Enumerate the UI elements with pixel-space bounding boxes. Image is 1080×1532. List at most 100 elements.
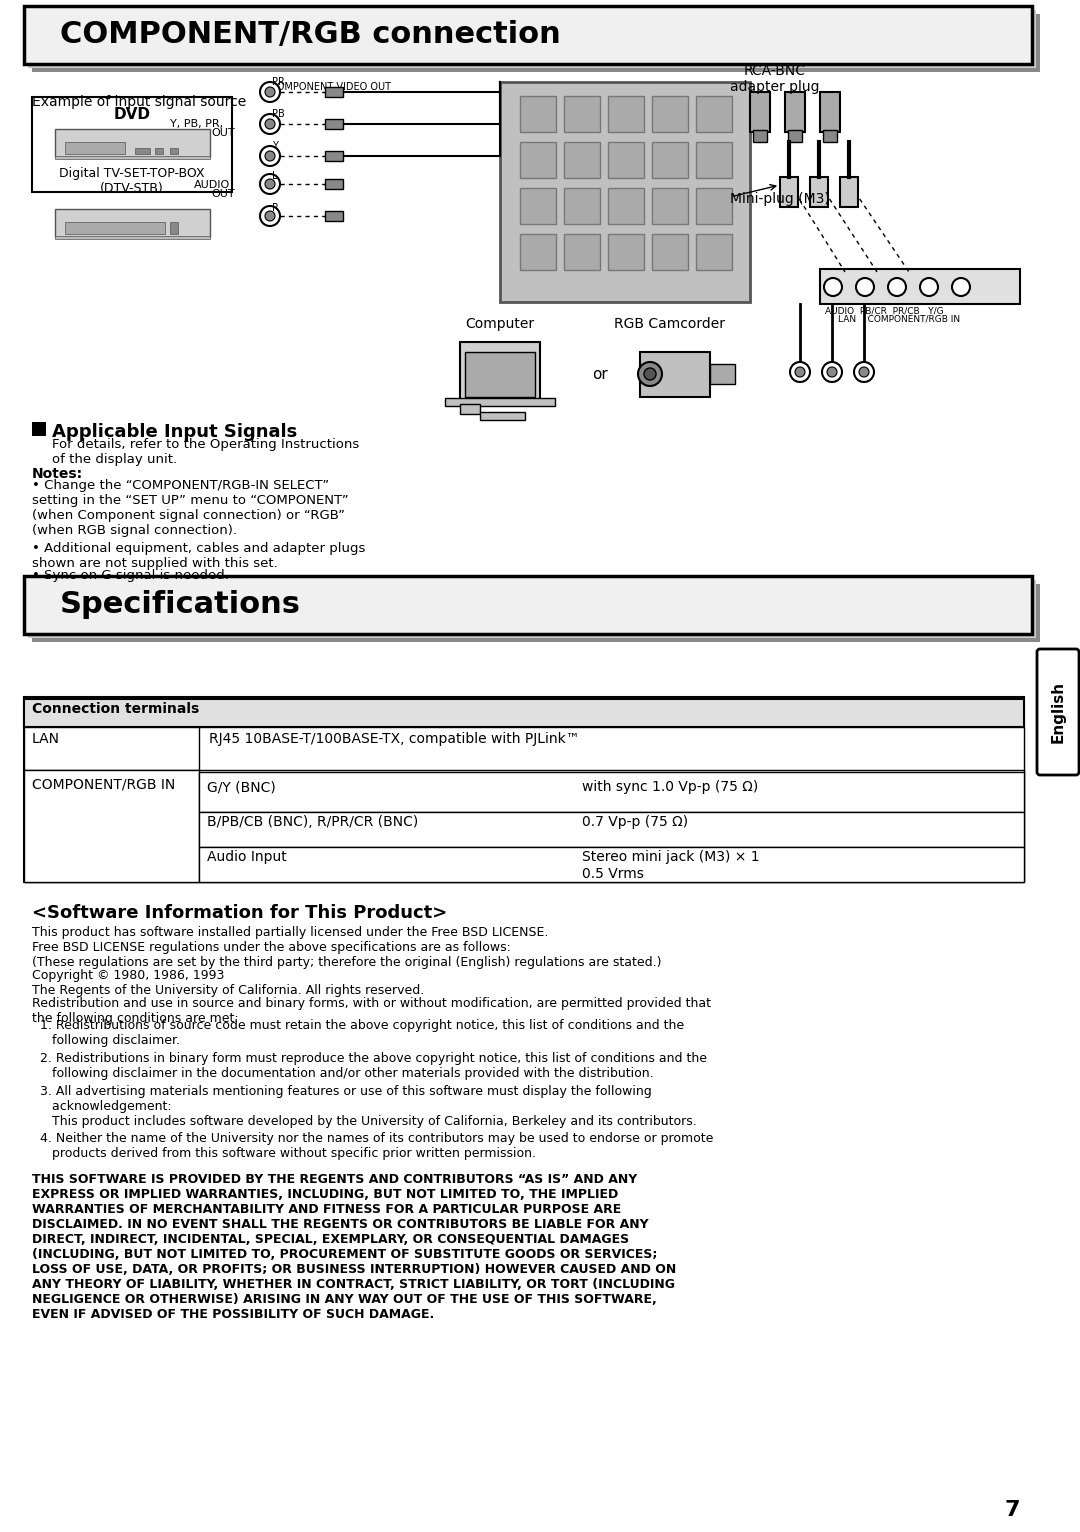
Circle shape	[265, 152, 275, 161]
Bar	[24, 728, 1024, 772]
Circle shape	[856, 277, 874, 296]
Text: COMPONENT/RGB connection: COMPONENT/RGB connection	[60, 20, 561, 49]
Bar	[820, 270, 1020, 303]
Bar	[750, 92, 770, 132]
Bar	[24, 699, 1024, 728]
Text: 1. Redistributions of source code must retain the above copyright notice, this l: 1. Redistributions of source code must r…	[40, 1019, 684, 1046]
Bar	[810, 178, 828, 207]
Bar	[24, 576, 1032, 634]
Bar	[24, 728, 199, 772]
Text: This product has software installed partially licensed under the Free BSD LICENS: This product has software installed part…	[32, 925, 661, 970]
Bar	[564, 188, 600, 224]
Bar	[170, 149, 178, 155]
Bar	[32, 97, 232, 192]
Bar	[199, 812, 1024, 847]
Circle shape	[260, 205, 280, 227]
Text: AUDIO: AUDIO	[193, 179, 230, 190]
Circle shape	[859, 368, 869, 377]
Bar	[519, 234, 556, 270]
Circle shape	[265, 119, 275, 129]
Bar	[820, 92, 840, 132]
Bar	[840, 178, 858, 207]
Text: Y: Y	[272, 141, 278, 152]
Text: RJ45 10BASE-T/100BASE-TX, compatible with PJLink™: RJ45 10BASE-T/100BASE-TX, compatible wit…	[210, 732, 580, 746]
Bar	[500, 83, 750, 302]
Bar	[135, 149, 150, 155]
Bar	[480, 412, 525, 420]
Text: PR: PR	[272, 77, 285, 87]
Text: Stereo mini jack (M3) × 1: Stereo mini jack (M3) × 1	[582, 850, 759, 864]
Circle shape	[265, 179, 275, 188]
Circle shape	[951, 277, 970, 296]
Bar	[519, 97, 556, 132]
Circle shape	[638, 362, 662, 386]
Text: Mini-plug (M3): Mini-plug (M3)	[730, 192, 829, 205]
Bar	[652, 234, 688, 270]
Circle shape	[789, 362, 810, 381]
Text: 0.5 Vrms: 0.5 Vrms	[582, 867, 644, 881]
Text: OUT: OUT	[212, 188, 235, 199]
Bar	[564, 142, 600, 178]
Text: COMPONENT/RGB IN: COMPONENT/RGB IN	[32, 777, 175, 791]
Text: PB: PB	[272, 109, 285, 119]
Text: or: or	[592, 368, 608, 381]
Bar	[696, 188, 732, 224]
Bar	[24, 771, 199, 882]
Bar	[32, 421, 46, 437]
Circle shape	[795, 368, 805, 377]
Text: L: L	[272, 172, 278, 181]
Text: B/PB/CB (BNC), R/PR/CR (BNC): B/PB/CB (BNC), R/PR/CR (BNC)	[207, 815, 418, 829]
Text: RCA-BNC
adapter plug: RCA-BNC adapter plug	[730, 64, 820, 93]
Circle shape	[822, 362, 842, 381]
Bar	[519, 188, 556, 224]
Text: English: English	[1051, 680, 1066, 743]
Bar	[199, 772, 1024, 812]
Text: G/Y (BNC): G/Y (BNC)	[207, 780, 275, 794]
Bar	[788, 130, 802, 142]
FancyBboxPatch shape	[1037, 650, 1079, 775]
Text: with sync 1.0 Vp-p (75 Ω): with sync 1.0 Vp-p (75 Ω)	[582, 780, 758, 794]
Circle shape	[260, 113, 280, 133]
Bar	[55, 236, 210, 239]
Bar	[696, 97, 732, 132]
Bar	[325, 119, 343, 129]
Circle shape	[265, 87, 275, 97]
Circle shape	[265, 211, 275, 221]
Text: RGB Camcorder: RGB Camcorder	[615, 317, 726, 331]
Text: DVD: DVD	[113, 107, 150, 123]
Text: 2. Redistributions in binary form must reproduce the above copyright notice, thi: 2. Redistributions in binary form must r…	[40, 1052, 707, 1080]
Text: Redistribution and use in source and binary forms, with or without modification,: Redistribution and use in source and bin…	[32, 997, 711, 1025]
Text: Example of input signal source: Example of input signal source	[32, 95, 246, 109]
Bar	[28, 11, 1036, 67]
Bar	[823, 130, 837, 142]
Text: Audio Input: Audio Input	[207, 850, 287, 864]
Bar	[608, 142, 644, 178]
Text: 0.7 Vp-p (75 Ω): 0.7 Vp-p (75 Ω)	[582, 815, 688, 829]
Bar	[65, 222, 165, 234]
Bar	[55, 129, 210, 156]
Bar	[65, 142, 125, 155]
Text: LAN    COMPONENT/RGB IN: LAN COMPONENT/RGB IN	[838, 314, 960, 323]
Bar	[24, 697, 1024, 882]
Text: Connection terminals: Connection terminals	[32, 702, 199, 715]
Circle shape	[260, 83, 280, 103]
Bar	[28, 581, 1036, 637]
Bar	[696, 142, 732, 178]
Bar	[564, 97, 600, 132]
Bar	[24, 6, 1032, 64]
Bar	[170, 222, 178, 234]
Text: For details, refer to the Operating Instructions
of the display unit.: For details, refer to the Operating Inst…	[52, 438, 360, 466]
Circle shape	[260, 146, 280, 165]
Text: Applicable Input Signals: Applicable Input Signals	[52, 423, 297, 441]
Text: 7: 7	[1004, 1500, 1020, 1520]
Bar	[325, 179, 343, 188]
Bar	[710, 365, 735, 385]
Bar	[564, 234, 600, 270]
Text: Computer: Computer	[465, 317, 535, 331]
Bar	[640, 352, 710, 397]
Circle shape	[824, 277, 842, 296]
Bar	[785, 92, 805, 132]
Text: • Additional equipment, cables and adapter plugs
shown are not supplied with thi: • Additional equipment, cables and adapt…	[32, 542, 365, 570]
Text: Copyright © 1980, 1986, 1993
The Regents of the University of California. All ri: Copyright © 1980, 1986, 1993 The Regents…	[32, 970, 424, 997]
Text: OUT: OUT	[212, 129, 235, 138]
